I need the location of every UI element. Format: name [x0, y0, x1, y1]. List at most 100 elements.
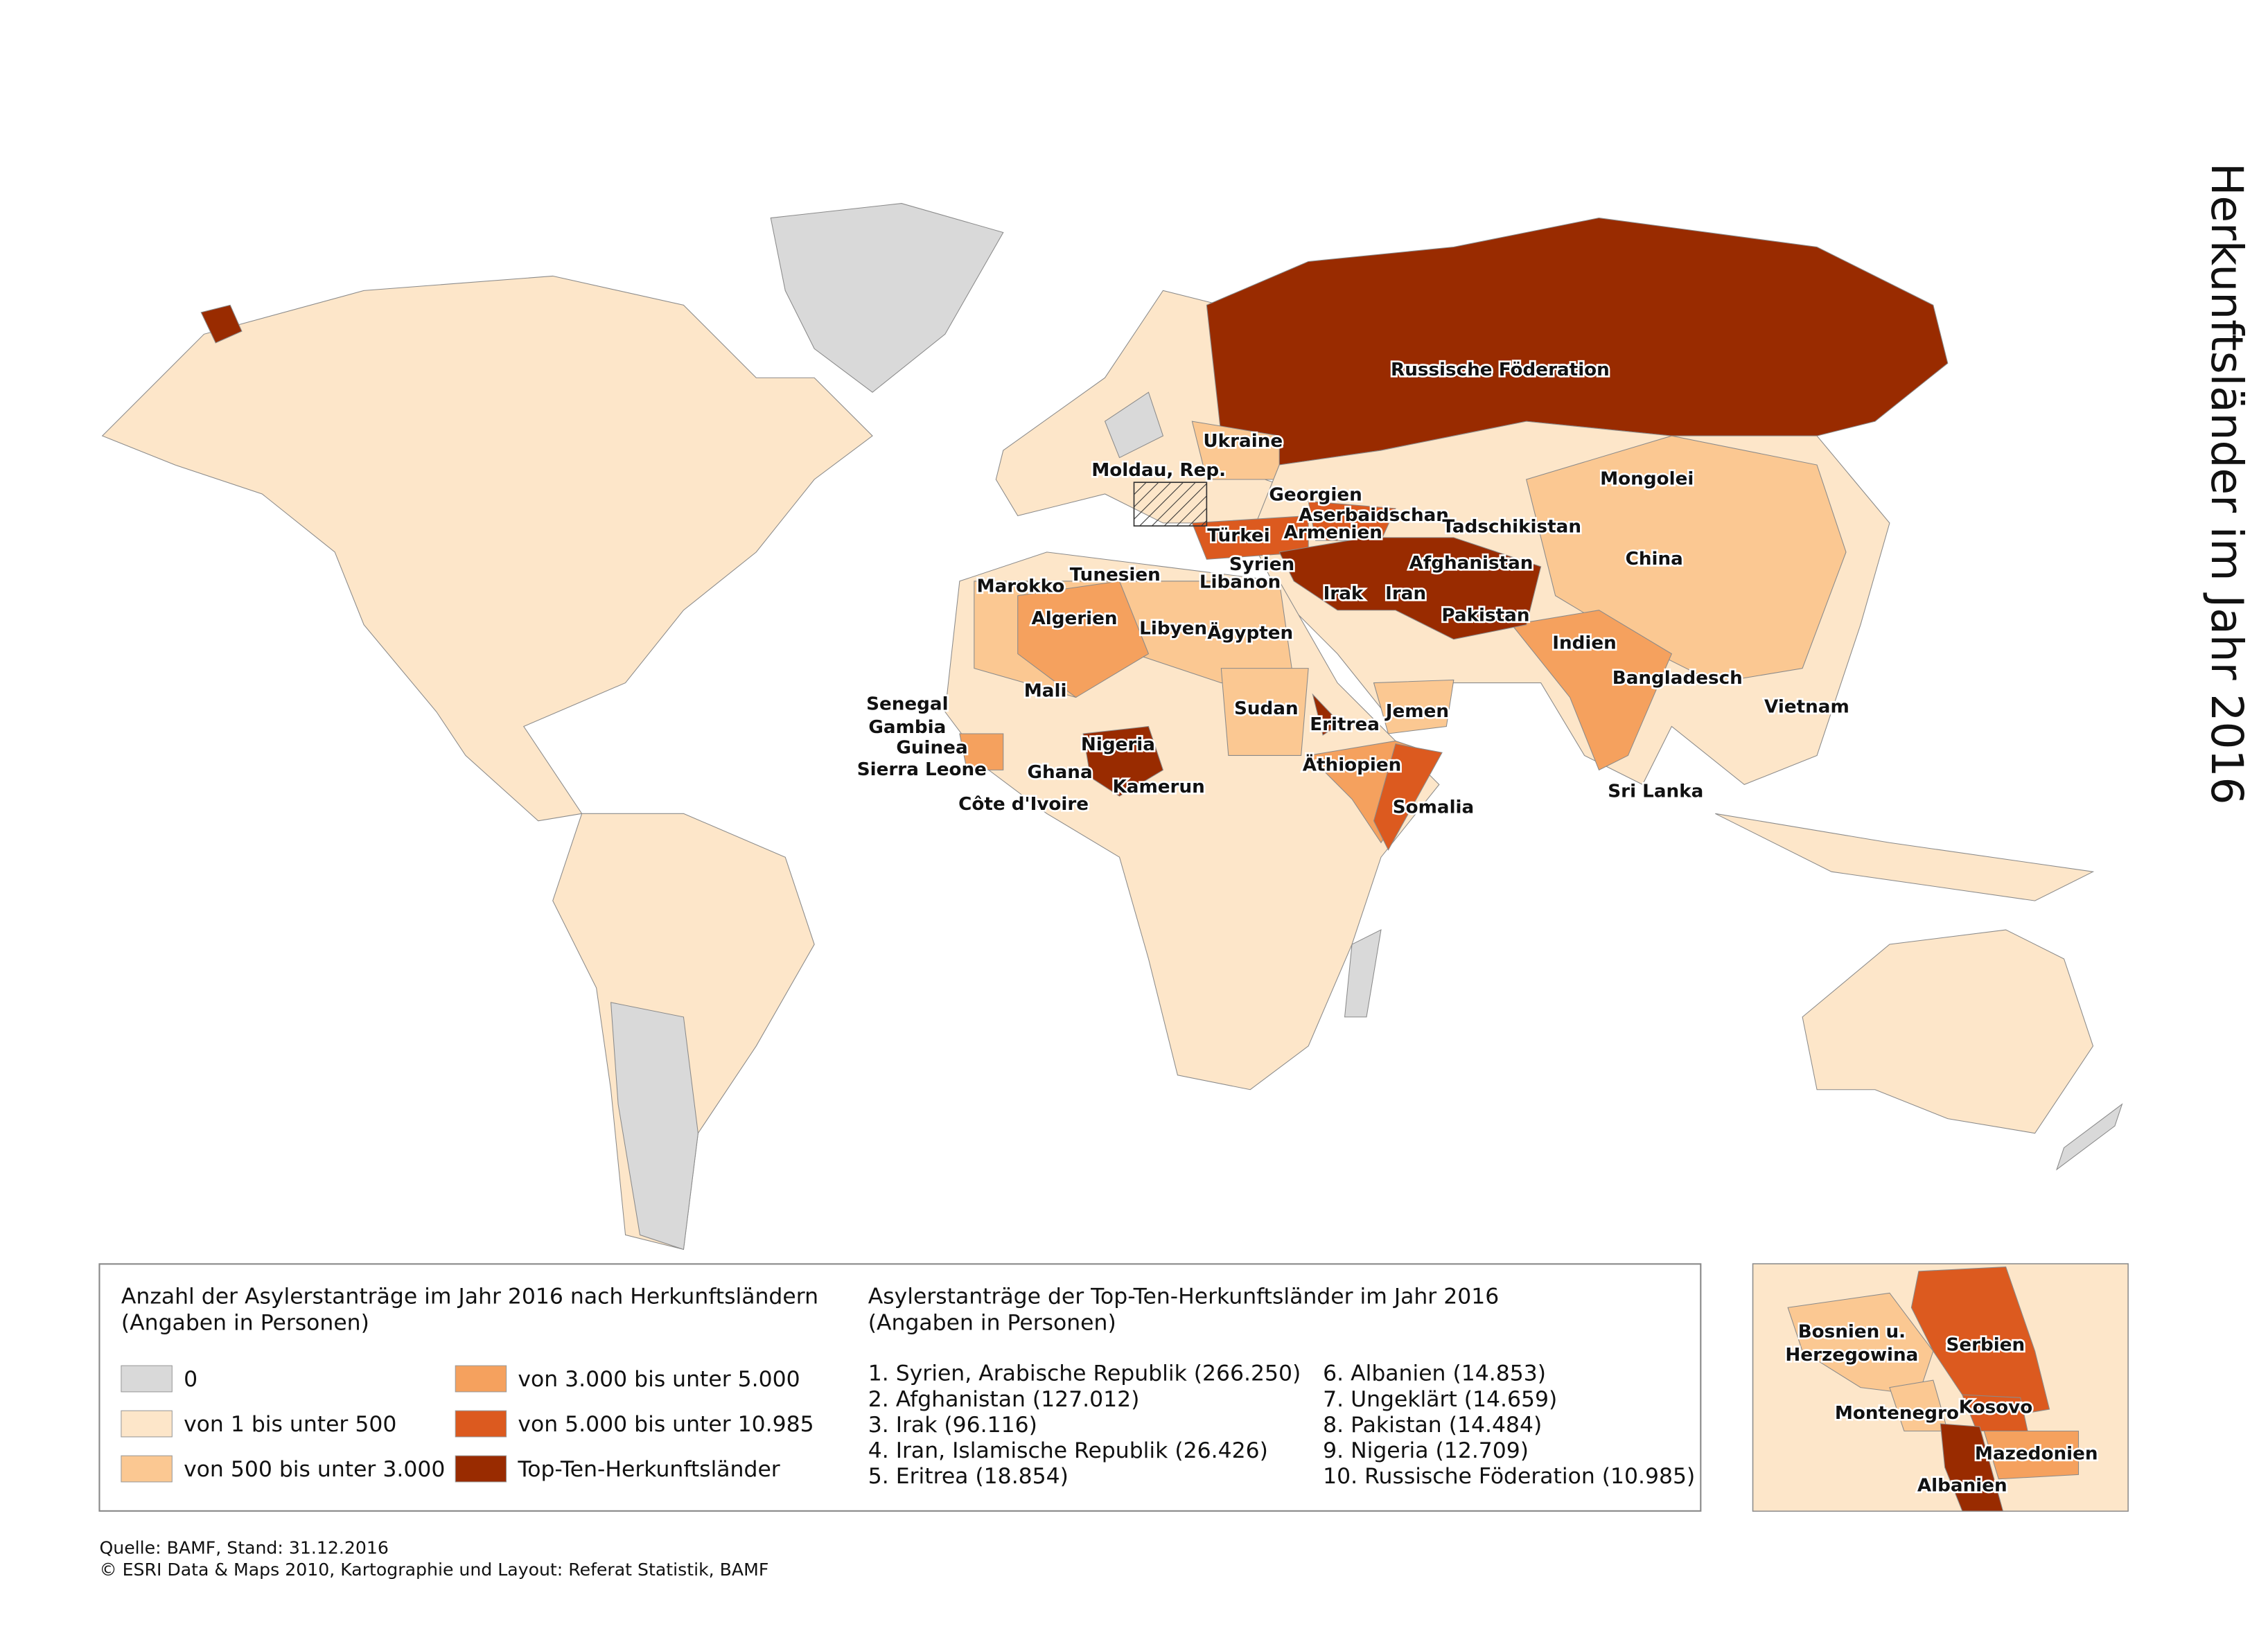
top-ten-item: 4. Iran, Islamische Republik (26.426): [868, 1438, 1268, 1463]
country-label: Vietnam: [1764, 697, 1849, 718]
country-shape: [1082, 725, 1164, 797]
country-label: Guinea: [896, 737, 967, 758]
country-label: Irak: [1324, 583, 1364, 604]
legend: Anzahl der Asylerstanträge im Jahr 2016 …: [121, 1285, 1695, 1489]
country-label: Sierra Leone: [857, 759, 987, 780]
country-label: Mali: [1024, 681, 1067, 702]
inset-label: Kosovo: [1959, 1397, 2033, 1418]
country-label: Türkei: [1207, 525, 1269, 546]
country-label: Afghanistan: [1409, 553, 1533, 574]
top-ten-item: 2. Afghanistan (127.012): [868, 1387, 1140, 1412]
top-ten-title: Asylerstanträge der Top-Ten-Herkunftslän…: [868, 1285, 1499, 1309]
country-shape: [1312, 693, 1342, 736]
inset-map: [1752, 1264, 2128, 1511]
country-label: Algerien: [1031, 608, 1117, 629]
legend-swatch: [455, 1410, 507, 1438]
country-shape: [1344, 929, 1382, 1018]
country-shape: [200, 304, 243, 344]
country-shape: [1017, 581, 1150, 698]
top-ten-item: 6. Albanien (14.853): [1323, 1361, 1546, 1386]
top-ten-item: 10. Russische Föderation (10.985): [1323, 1464, 1695, 1489]
legend-label: 0: [184, 1367, 197, 1392]
country-label: Iran: [1385, 583, 1426, 604]
inset-label: Albanien: [1917, 1476, 2007, 1497]
country-label: Russische Föderation: [1391, 360, 1610, 380]
country-shape: [2056, 1103, 2123, 1171]
country-shape: [770, 203, 1004, 393]
country-shape: [101, 275, 873, 822]
legend-title: Anzahl der Asylerstanträge im Jahr 2016 …: [121, 1285, 818, 1309]
country-shape: [610, 1002, 698, 1251]
country-shape: [1983, 1430, 2080, 1480]
country-label: Eritrea: [1310, 714, 1380, 735]
country-label: Moldau, Rep.: [1091, 460, 1226, 481]
top-ten-item: 3. Irak (96.116): [868, 1413, 1037, 1438]
legend-swatch: [121, 1365, 173, 1393]
legend-title: (Angaben in Personen): [121, 1310, 369, 1335]
country-label: China: [1626, 549, 1683, 570]
country-shape: [1940, 1423, 2004, 1511]
country-shape: [1715, 813, 2095, 901]
country-shape: [1511, 610, 1673, 771]
country-label: Ukraine: [1203, 431, 1283, 452]
inset-label: Mazedonien: [1975, 1444, 2098, 1465]
inset-label: Herzegowina: [1785, 1345, 1918, 1366]
source-line: © ESRI Data & Maps 2010, Kartographie un…: [99, 1560, 768, 1580]
top-ten-item: 9. Nigeria (12.709): [1323, 1438, 1529, 1463]
country-label: Nigeria: [1081, 734, 1155, 755]
legend-swatch: [455, 1365, 507, 1393]
legend-swatch: [455, 1455, 507, 1483]
inset-label: Montenegro: [1835, 1403, 1959, 1424]
country-label: Kamerun: [1113, 777, 1205, 797]
top-ten-item: 8. Pakistan (14.484): [1323, 1413, 1542, 1438]
country-label: Jemen: [1384, 701, 1449, 722]
top-ten-item: 7. Ungeklärt (14.659): [1323, 1387, 1557, 1412]
country-shape: [1373, 743, 1443, 851]
country-label: Tunesien: [1070, 565, 1161, 585]
country-shape: [1220, 668, 1309, 756]
map-title: Herkunftsländer im Jahr 2016: [2201, 163, 2252, 804]
source-notes: Quelle: BAMF, Stand: 31.12.2016 © ESRI Da…: [99, 1537, 768, 1579]
legend-swatch: [121, 1455, 173, 1483]
country-label: Marokko: [977, 576, 1065, 597]
country-label: Senegal: [866, 694, 949, 715]
country-label: Indien: [1552, 633, 1617, 653]
country-label: Pakistan: [1441, 606, 1529, 626]
country-label: Armenien: [1284, 522, 1382, 543]
country-shape: [1373, 679, 1454, 734]
country-labels: Russische Föderation Ukraine Moldau, Rep. G…: [855, 358, 1851, 820]
country-label: Äthiopien: [1303, 754, 1402, 776]
country-label: Libanon: [1199, 572, 1281, 592]
country-label: Tadschikistan: [1442, 517, 1581, 538]
country-shape: [959, 733, 1004, 770]
country-shape: [1104, 391, 1164, 459]
country-shape: [1802, 929, 2094, 1134]
country-label: Côte d'Ivoire: [958, 794, 1089, 815]
legend-label: von 5.000 bis unter 10.985: [518, 1412, 814, 1437]
country-label: Aserbaidschan: [1299, 505, 1449, 526]
country-label: Georgien: [1269, 485, 1362, 506]
legend-swatch: [121, 1410, 173, 1438]
country-label: Sudan: [1234, 698, 1299, 719]
top-ten-title: (Angaben in Personen): [868, 1310, 1116, 1335]
world-map: [101, 203, 2123, 1251]
country-shape: [1278, 537, 1542, 640]
country-label: Bangladesch: [1612, 668, 1743, 689]
country-label: Somalia: [1393, 797, 1475, 818]
country-label: Syrien: [1229, 554, 1294, 575]
inset-label: Bosnien u.: [1798, 1321, 1906, 1342]
country-label: Ägypten: [1207, 621, 1293, 644]
legend-label: von 3.000 bis unter 5.000: [518, 1367, 800, 1392]
country-label: Mongolei: [1600, 469, 1694, 490]
legend-label: von 1 bis unter 500: [184, 1412, 396, 1437]
country-label: Gambia: [868, 717, 946, 738]
inset-label: Serbien: [1946, 1334, 2025, 1355]
legend-label: von 500 bis unter 3.000: [184, 1457, 445, 1482]
country-label: Ghana: [1027, 762, 1092, 783]
country-label: Libyen: [1139, 618, 1207, 639]
legend-label: Top-Ten-Herkunftsländer: [517, 1457, 780, 1482]
inset-labels: Bosnien u. Herzegowina Serbien Montenegro Ko…: [1784, 1320, 2100, 1499]
